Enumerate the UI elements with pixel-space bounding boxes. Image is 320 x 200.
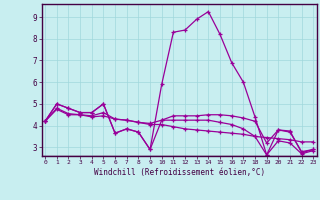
X-axis label: Windchill (Refroidissement éolien,°C): Windchill (Refroidissement éolien,°C) <box>94 168 265 177</box>
